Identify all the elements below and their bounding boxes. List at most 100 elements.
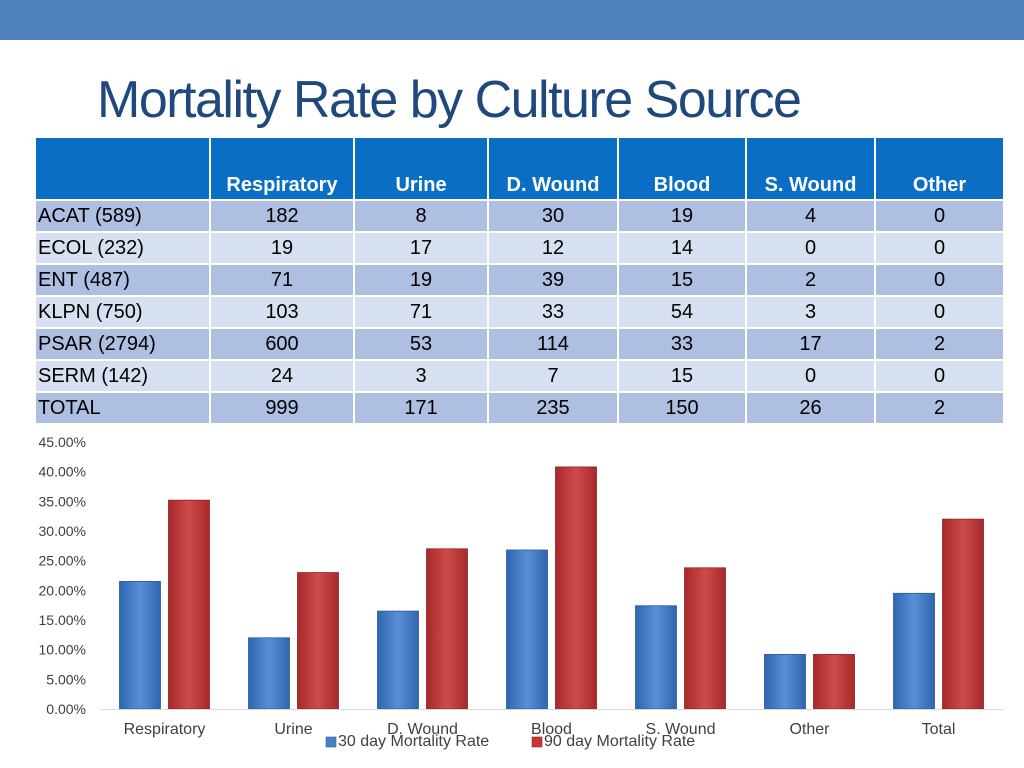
- x-tick-label: Blood: [531, 721, 572, 738]
- chart-bars: [119, 466, 984, 710]
- table-cell: 71: [209, 263, 355, 297]
- table-cell: 999: [209, 391, 355, 425]
- table-cell: 53: [353, 327, 489, 361]
- y-tick-label: 40.00%: [39, 464, 86, 480]
- x-tick-label: Respiratory: [124, 721, 206, 738]
- table-row: KLPN (750) 103 71 33 54 3 0: [34, 295, 1005, 329]
- mortality-bar-chart: 0.00% 5.00% 10.00% 15.00% 20.00% 25.00% 30.00%…: [39, 434, 1003, 750]
- legend-label: 30 day Mortality Rate: [338, 733, 489, 750]
- legend-swatch: [531, 736, 543, 748]
- table-cell: 30: [487, 199, 619, 233]
- bar-30-day-blood: [506, 549, 548, 710]
- y-tick-label: 35.00%: [39, 493, 86, 509]
- row-label: ACAT (589): [34, 199, 211, 233]
- table-row-total: TOTAL 999 171 235 150 26 2: [34, 391, 1005, 425]
- table-cell: 0: [745, 231, 876, 265]
- table-cell: 0: [874, 359, 1005, 393]
- legend-label: 90 day Mortality Rate: [544, 733, 695, 750]
- table-cell: 15: [617, 263, 747, 297]
- row-label: KLPN (750): [34, 295, 211, 329]
- table-cell: 14: [617, 231, 747, 265]
- bar-30-day-urine: [248, 637, 290, 710]
- bar-30-day-total: [893, 592, 935, 710]
- table-cell: 150: [617, 391, 747, 425]
- table-cell: 12: [487, 231, 619, 265]
- row-label: PSAR (2794): [34, 327, 211, 361]
- y-tick-label: 0.00%: [46, 701, 86, 717]
- table-cell: 2: [874, 391, 1005, 425]
- table-cell: 17: [353, 231, 489, 265]
- table-cell: 8: [353, 199, 489, 233]
- table-row: ACAT (589) 182 8 30 19 4 0: [34, 199, 1005, 233]
- bar-30-day-d-wound: [377, 610, 419, 710]
- x-axis: Respiratory Urine D. Wound Blood S. Wound Oth…: [100, 709, 1003, 738]
- y-tick-label: 10.00%: [39, 642, 86, 658]
- table-cell: 71: [353, 295, 489, 329]
- table-cell: 0: [874, 295, 1005, 329]
- table-cell: 0: [874, 199, 1005, 233]
- table-header-row: Respiratory Urine D. Wound Blood S. Woun…: [34, 136, 1005, 201]
- table-cell: 235: [487, 391, 619, 425]
- table-cell: 0: [745, 359, 876, 393]
- table-cell: 33: [617, 327, 747, 361]
- table-cell: 171: [353, 391, 489, 425]
- y-tick-label: 45.00%: [39, 434, 86, 450]
- y-tick-label: 25.00%: [39, 553, 86, 569]
- y-tick-label: 30.00%: [39, 523, 86, 539]
- y-tick-label: 15.00%: [39, 612, 86, 628]
- bar-90-day-total: [942, 518, 984, 710]
- bar-90-day-respiratory: [168, 499, 210, 710]
- top-accent-bar: [0, 0, 1024, 40]
- bar-30-day-s-wound: [635, 605, 677, 710]
- y-axis: 0.00% 5.00% 10.00% 15.00% 20.00% 25.00% 30.00%…: [39, 434, 86, 717]
- row-label: SERM (142): [34, 359, 211, 393]
- header-cell: Respiratory: [209, 136, 355, 201]
- x-tick-label: D. Wound: [387, 721, 458, 738]
- row-label: TOTAL: [34, 391, 211, 425]
- table-cell: 17: [745, 327, 876, 361]
- x-tick-label: Urine: [274, 721, 312, 738]
- table-cell: 15: [617, 359, 747, 393]
- header-cell: S. Wound: [745, 136, 876, 201]
- bar-90-day-urine: [297, 572, 339, 710]
- bar-90-day-s-wound: [684, 567, 726, 710]
- table-cell: 26: [745, 391, 876, 425]
- table-cell: 103: [209, 295, 355, 329]
- bar-90-day-blood: [555, 466, 597, 710]
- bar-30-day-respiratory: [119, 581, 161, 710]
- x-tick-label: Other: [789, 721, 830, 738]
- table-cell: 24: [209, 359, 355, 393]
- x-tick-label: S. Wound: [646, 721, 716, 738]
- table-cell: 19: [353, 263, 489, 297]
- table-cell: 2: [874, 327, 1005, 361]
- table-cell: 114: [487, 327, 619, 361]
- table-cell: 33: [487, 295, 619, 329]
- table-cell: 54: [617, 295, 747, 329]
- header-cell: D. Wound: [487, 136, 619, 201]
- table-cell: 600: [209, 327, 355, 361]
- table-cell: 7: [487, 359, 619, 393]
- chart-legend: 30 day Mortality Rate 90 day Mortality Ra…: [325, 733, 695, 750]
- bar-30-day-other: [764, 654, 806, 710]
- table-cell: 19: [209, 231, 355, 265]
- culture-source-table: Respiratory Urine D. Wound Blood S. Woun…: [34, 136, 1005, 425]
- table-cell: 2: [745, 263, 876, 297]
- table-cell: 182: [209, 199, 355, 233]
- bar-90-day-other: [813, 654, 855, 710]
- header-cell: Blood: [617, 136, 747, 201]
- header-cell: Urine: [353, 136, 489, 201]
- y-tick-label: 5.00%: [46, 671, 86, 687]
- table-cell: 4: [745, 199, 876, 233]
- bar-90-day-d-wound: [426, 548, 468, 710]
- table-row: PSAR (2794) 600 53 114 33 17 2: [34, 327, 1005, 361]
- table-row: SERM (142) 24 3 7 15 0 0: [34, 359, 1005, 393]
- table-cell: 0: [874, 231, 1005, 265]
- table-cell: 3: [353, 359, 489, 393]
- table-row: ECOL (232) 19 17 12 14 0 0: [34, 231, 1005, 265]
- y-tick-label: 20.00%: [39, 582, 86, 598]
- legend-swatch: [325, 736, 337, 748]
- table-row: ENT (487) 71 19 39 15 2 0: [34, 263, 1005, 297]
- table-cell: 3: [745, 295, 876, 329]
- row-label: ECOL (232): [34, 231, 211, 265]
- header-cell: [34, 136, 211, 201]
